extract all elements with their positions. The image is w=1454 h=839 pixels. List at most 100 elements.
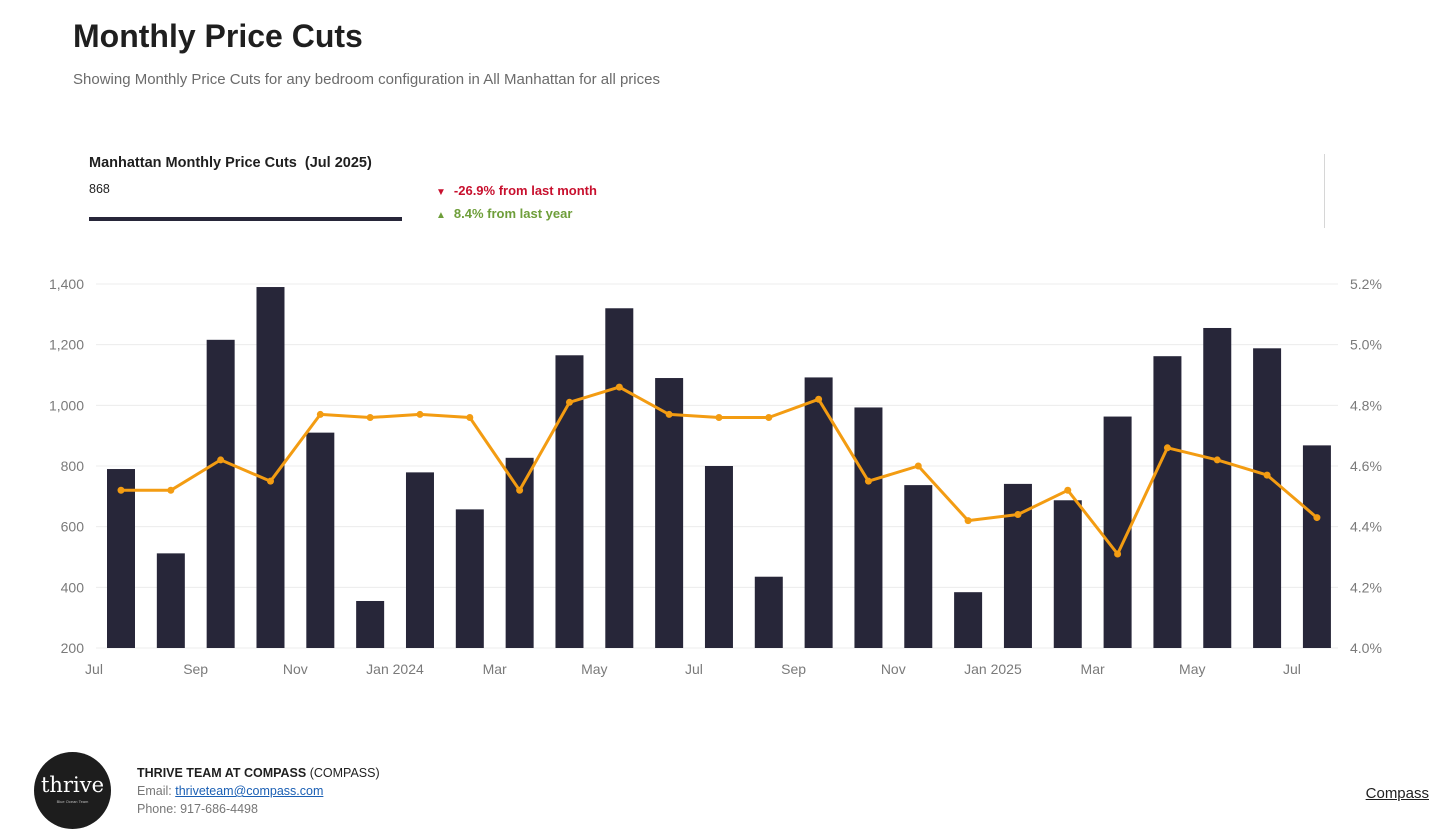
- x-tick-label: May: [581, 661, 607, 677]
- triangle-up-icon: ▲: [436, 210, 446, 221]
- thrive-logo: thrive Blue Ocean Team: [34, 752, 111, 829]
- line-point[interactable]: [167, 486, 175, 494]
- line-point[interactable]: [765, 413, 773, 421]
- line-point[interactable]: [715, 413, 723, 421]
- line-point[interactable]: [1114, 550, 1122, 558]
- line-point[interactable]: [366, 413, 374, 421]
- price-cuts-chart: 1,400 5.2% 1,200 5.0% 1,000 4.8% 800 4.6% 600 4.4…: [49, 276, 1382, 677]
- bar[interactable]: [156, 553, 185, 648]
- x-tick-label: Jan 2025: [964, 661, 1022, 677]
- y-left-tick-label: 200: [61, 640, 85, 656]
- logo-wordmark: thrive: [40, 773, 104, 797]
- card-divider: [1324, 154, 1325, 228]
- bar[interactable]: [655, 378, 684, 648]
- line-point[interactable]: [217, 456, 225, 464]
- x-tick-label: May: [1179, 661, 1205, 677]
- y-right-tick-label: 4.4%: [1350, 519, 1382, 535]
- line-point[interactable]: [565, 398, 573, 406]
- y-right-tick-label: 5.0%: [1350, 337, 1382, 353]
- y-left-tick-label: 600: [61, 519, 85, 535]
- x-tick-label: Nov: [283, 661, 308, 677]
- x-tick-label: Jul: [1283, 661, 1301, 677]
- logo-tagline: Blue Ocean Team: [56, 799, 89, 804]
- stat-card: Manhattan Monthly Price Cuts (Jul 2025) …: [89, 150, 1325, 230]
- agent-phone-line: Phone: 917-686-4498: [137, 800, 380, 818]
- y-left-tick-label: 800: [61, 458, 85, 474]
- line-point[interactable]: [266, 477, 274, 485]
- x-tick-label: Sep: [781, 661, 806, 677]
- x-tick-label: Mar: [483, 661, 507, 677]
- bar[interactable]: [904, 485, 933, 648]
- bar[interactable]: [206, 339, 235, 648]
- line-point[interactable]: [665, 410, 673, 418]
- bar[interactable]: [854, 407, 883, 648]
- bar[interactable]: [1302, 445, 1331, 648]
- line-point[interactable]: [964, 517, 972, 525]
- y-left-tick-label: 1,400: [49, 276, 84, 292]
- x-tick-label: Sep: [183, 661, 208, 677]
- bar-series: [107, 287, 1331, 648]
- y-left-tick-label: 1,200: [49, 337, 84, 353]
- x-tick-label: Mar: [1081, 661, 1105, 677]
- email-label: Email:: [137, 784, 172, 798]
- line-point[interactable]: [1163, 444, 1171, 452]
- bar[interactable]: [306, 432, 335, 648]
- line-point[interactable]: [1263, 471, 1271, 479]
- change-last-year: ▲ 8.4% from last year: [436, 206, 572, 221]
- y-left-tick-label: 400: [61, 579, 85, 595]
- line-point[interactable]: [615, 383, 623, 391]
- agent-company: (COMPASS): [309, 766, 380, 780]
- x-tick-label: Jul: [685, 661, 703, 677]
- page-title: Monthly Price Cuts: [73, 18, 363, 54]
- bar[interactable]: [107, 469, 135, 648]
- email-link[interactable]: thriveteam@compass.com: [175, 784, 324, 798]
- bar[interactable]: [1153, 356, 1182, 648]
- line-point[interactable]: [815, 395, 823, 403]
- bar[interactable]: [356, 600, 385, 648]
- agent-info: THRIVE TEAM AT COMPASS (COMPASS) Email: …: [137, 764, 380, 818]
- bar[interactable]: [605, 308, 634, 648]
- line-point[interactable]: [1064, 486, 1072, 494]
- bar[interactable]: [505, 457, 534, 648]
- bar[interactable]: [804, 377, 833, 648]
- page-subtitle: Showing Monthly Price Cuts for any bedro…: [73, 71, 660, 88]
- compass-link[interactable]: Compass: [1365, 785, 1429, 802]
- bar[interactable]: [405, 472, 434, 648]
- y-right-tick-label: 4.6%: [1350, 458, 1382, 474]
- line-series: [117, 383, 1321, 558]
- bar[interactable]: [1253, 348, 1282, 648]
- bar[interactable]: [704, 466, 733, 648]
- triangle-down-icon: ▼: [436, 187, 446, 198]
- agent-name: THRIVE TEAM AT COMPASS: [137, 766, 307, 780]
- bar[interactable]: [754, 576, 783, 648]
- x-tick-label: Jul: [85, 661, 103, 677]
- y-right-tick-label: 4.8%: [1350, 397, 1382, 413]
- line-point[interactable]: [516, 486, 524, 494]
- line-point[interactable]: [914, 462, 922, 470]
- line-point[interactable]: [864, 477, 872, 485]
- line-point[interactable]: [1014, 511, 1022, 519]
- line-point[interactable]: [1313, 514, 1321, 522]
- y-right-tick-label: 5.2%: [1350, 276, 1382, 292]
- line-point[interactable]: [466, 413, 474, 421]
- y-right-tick-label: 4.2%: [1350, 579, 1382, 595]
- bar[interactable]: [954, 592, 983, 648]
- footer: thrive Blue Ocean Team THRIVE TEAM AT CO…: [0, 745, 1454, 839]
- change-last-month-text: -26.9% from last month: [453, 183, 597, 198]
- agent-name-line: THRIVE TEAM AT COMPASS (COMPASS): [137, 764, 380, 782]
- y-left-tick-label: 1,000: [49, 397, 84, 413]
- axis-labels: 1,400 5.2% 1,200 5.0% 1,000 4.8% 800 4.6% 600 4.4…: [49, 276, 1382, 677]
- bar[interactable]: [1053, 500, 1082, 648]
- change-last-month: ▼ -26.9% from last month: [436, 183, 597, 198]
- stat-label: Manhattan Monthly Price Cuts (Jul 2025): [89, 155, 372, 171]
- line-point[interactable]: [416, 410, 424, 418]
- line-point[interactable]: [117, 486, 125, 494]
- bar[interactable]: [455, 509, 484, 648]
- bar[interactable]: [1203, 327, 1232, 648]
- line-point[interactable]: [1213, 456, 1221, 464]
- line-point[interactable]: [316, 410, 324, 418]
- phone-number: 917-686-4498: [180, 802, 258, 816]
- phone-label: Phone:: [137, 802, 177, 816]
- stat-value: 868: [89, 182, 110, 196]
- agent-email-line: Email: thriveteam@compass.com: [137, 782, 380, 800]
